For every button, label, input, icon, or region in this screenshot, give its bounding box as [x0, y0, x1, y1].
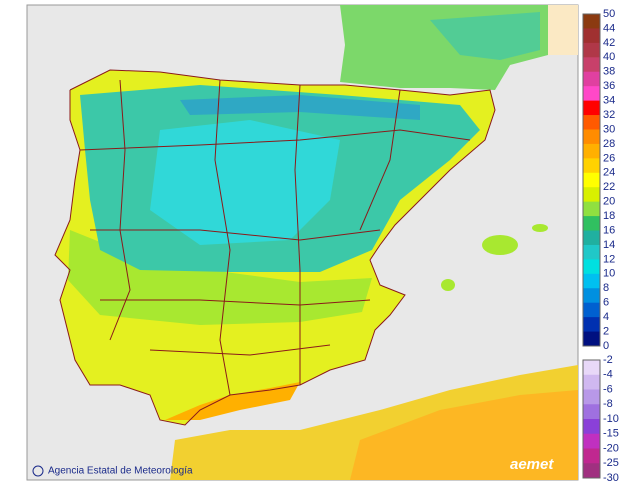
legend-label: 30: [603, 123, 615, 135]
credit: Agencia Estatal de Meteorología: [32, 465, 193, 477]
legend-label: 6: [603, 297, 609, 309]
legend-label: 26: [603, 152, 615, 164]
legend-swatch: [583, 230, 600, 246]
copyright-icon: [32, 465, 44, 477]
pyrenees-north: [430, 12, 540, 60]
legend-swatch: [583, 143, 600, 159]
legend-label: 18: [603, 210, 615, 222]
mallorca: [482, 235, 518, 255]
legend-outline: [582, 359, 601, 479]
legend-label: -2: [603, 354, 613, 366]
legend-label: 34: [603, 95, 615, 107]
legend-label: 8: [603, 282, 609, 294]
legend-swatch: [583, 374, 600, 390]
legend-label: -25: [603, 457, 619, 469]
legend-label: 4: [603, 311, 609, 323]
menorca: [532, 224, 548, 232]
legend-label: 32: [603, 109, 615, 121]
south-plateau: [68, 230, 372, 325]
legend-swatch: [583, 172, 600, 188]
province-borders: [54, 69, 496, 426]
legend-swatch: [583, 71, 600, 87]
legend-label: 22: [603, 181, 615, 193]
ibiza: [441, 279, 455, 291]
legend-label: 50: [603, 8, 615, 20]
legend-label: 44: [603, 22, 615, 34]
mountains: [180, 95, 420, 120]
legend-swatch: [583, 86, 600, 102]
legend-label: 36: [603, 80, 615, 92]
legend-swatch: [583, 129, 600, 145]
legend-label: 12: [603, 253, 615, 265]
legend-swatch: [583, 28, 600, 44]
legend-swatch: [583, 100, 600, 116]
south-coast: [165, 382, 300, 420]
legend-swatch: [583, 259, 600, 275]
legend-swatch: [583, 158, 600, 174]
legend-label: -15: [603, 428, 619, 440]
legend-swatch: [583, 14, 600, 29]
legend-swatch: [583, 244, 600, 260]
legend-label: 16: [603, 224, 615, 236]
legend-label: -30: [603, 472, 619, 484]
logo: aemet: [510, 456, 554, 473]
legend-label: 24: [603, 167, 615, 179]
legend-swatch: [583, 273, 600, 289]
legend-swatch: [583, 187, 600, 203]
legend-label: 10: [603, 268, 615, 280]
legend-swatch: [583, 360, 600, 376]
legend-swatch: [583, 433, 600, 449]
legend-label: 0: [603, 340, 609, 352]
legend-outline: [582, 13, 601, 347]
legend-swatch: [583, 57, 600, 73]
legend-label: -4: [603, 369, 613, 381]
legend-label: 28: [603, 138, 615, 150]
legend-label: 40: [603, 51, 615, 63]
legend-swatch: [583, 463, 600, 479]
legend-swatch: [583, 115, 600, 130]
central-core: [150, 120, 340, 245]
legend-label: 20: [603, 196, 615, 208]
legend-swatch: [583, 42, 600, 58]
legend-label: 14: [603, 239, 615, 251]
legend-label: -6: [603, 383, 613, 395]
legend-label: 2: [603, 325, 609, 337]
france-east: [548, 5, 578, 55]
legend-label: -10: [603, 413, 619, 425]
legend-label: 38: [603, 66, 615, 78]
legend-swatch: [583, 419, 600, 435]
legend-swatch: [583, 389, 600, 405]
legend-label: 42: [603, 37, 615, 49]
legend-label: -8: [603, 398, 613, 410]
legend-swatch: [583, 288, 600, 304]
legend-swatch: [583, 331, 600, 347]
legend-swatch: [583, 201, 600, 217]
legend-swatch: [583, 216, 600, 232]
africa-interior: [350, 390, 578, 480]
credit-text: Agencia Estatal de Meteorología: [48, 466, 193, 477]
legend-label: -20: [603, 442, 619, 454]
legend-swatch: [583, 404, 600, 420]
legend-swatch: [583, 448, 600, 464]
legend-swatch: [583, 317, 600, 333]
legend-swatch: [583, 302, 600, 318]
legend: 5044424038363432302826242220181614121086…: [582, 8, 619, 484]
